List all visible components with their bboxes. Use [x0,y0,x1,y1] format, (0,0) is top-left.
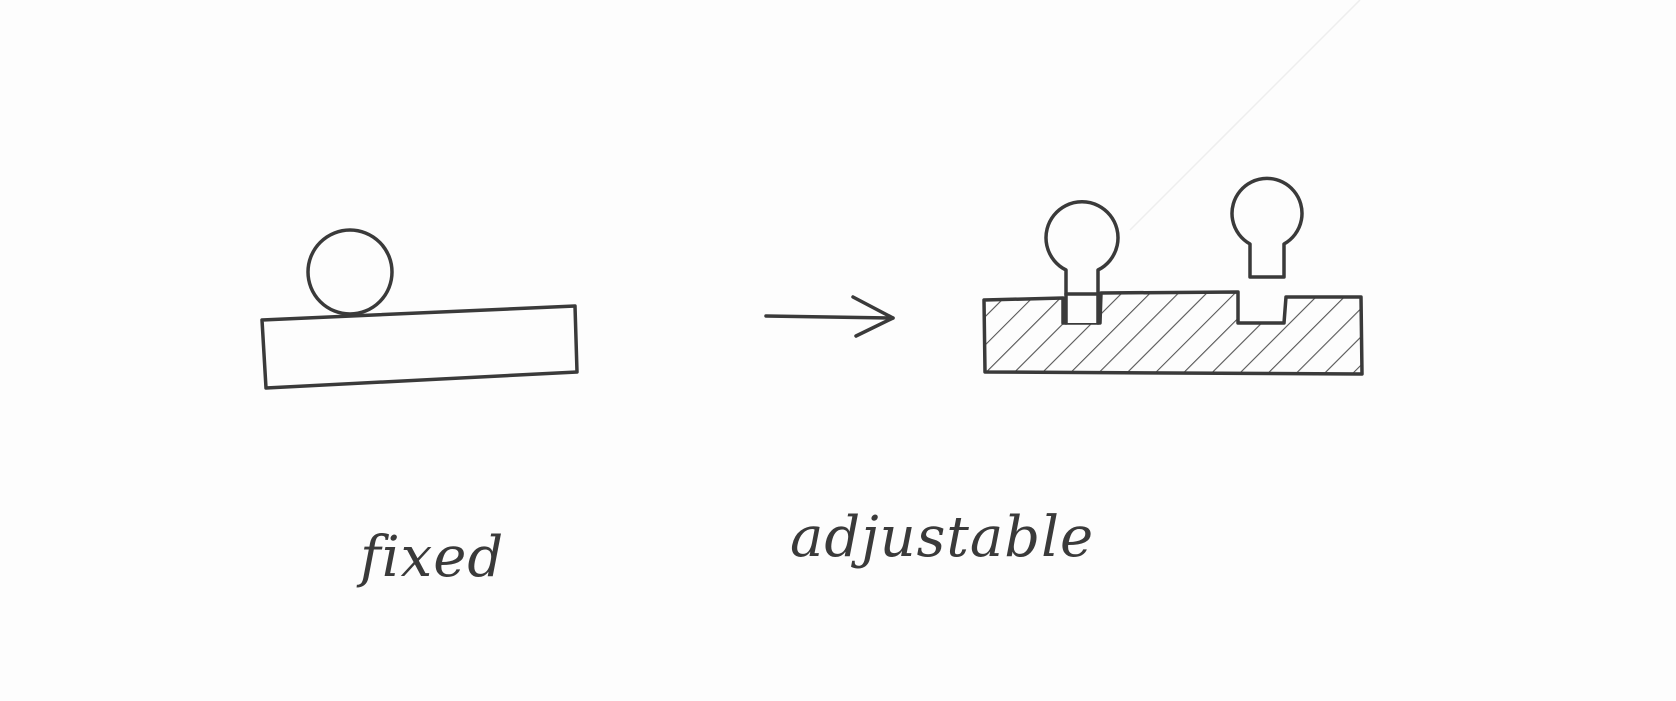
label-fixed: fixed [360,525,505,590]
faint-guide-line [1129,0,1361,231]
adjustable-base [982,290,1364,376]
fixed-assembly [260,228,579,390]
adjustable-stud-right [1230,176,1304,279]
transition-arrow [764,295,895,338]
label-adjustable: adjustable [790,505,1095,570]
fixed-plate [260,304,579,390]
adjustable-assembly [982,176,1364,376]
fixed-ball [306,228,394,316]
adjustable-stud-left [1044,200,1120,325]
